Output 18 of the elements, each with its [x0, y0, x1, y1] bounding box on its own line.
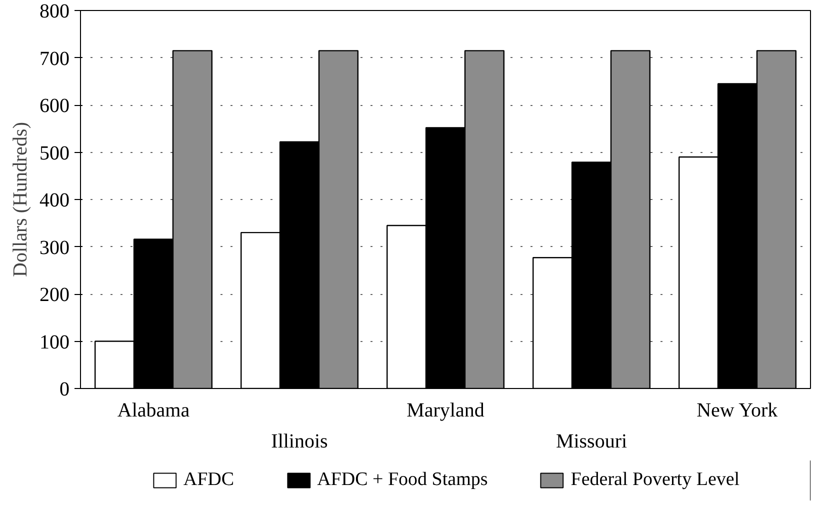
y-tick-label: 0	[60, 378, 70, 400]
y-tick-label: 200	[40, 284, 70, 306]
x-tick-label: Illinois	[271, 430, 328, 452]
x-tick-label: Alabama	[117, 400, 190, 422]
y-tick-label: 500	[40, 142, 70, 164]
y-tick-label: 600	[40, 95, 70, 117]
y-axis-title: Dollars (Hundreds)	[10, 122, 32, 277]
legend-label: AFDC	[183, 469, 234, 491]
x-tick-label: Maryland	[406, 400, 484, 422]
x-tick-label: New York	[696, 400, 778, 422]
y-tick-label: 800	[40, 0, 70, 22]
y-tick-label: 100	[40, 331, 70, 354]
y-tick-label: 700	[40, 48, 70, 70]
y-tick-label: 400	[40, 190, 70, 212]
y-tick-label: 300	[40, 236, 70, 259]
x-tick-label: Missouri	[556, 430, 628, 452]
legend-label: AFDC + Food Stamps	[317, 469, 488, 491]
legend-label: Federal Poverty Level	[570, 469, 740, 491]
